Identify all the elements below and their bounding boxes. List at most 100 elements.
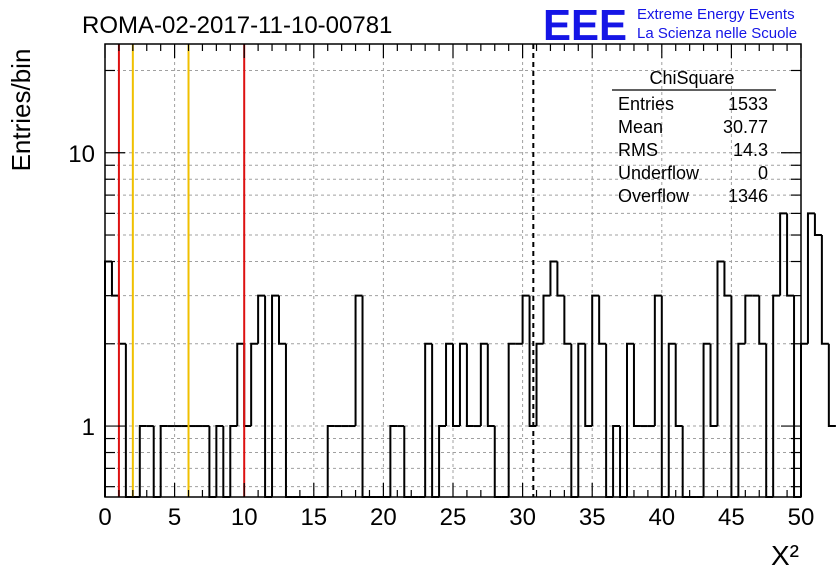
histogram-bin [632,343,641,428]
x-tick-label: 30 [509,504,536,531]
histogram-bin [117,295,126,345]
histogram-bin [521,294,530,344]
histogram-bin [229,425,238,497]
histogram-bin [813,213,822,237]
histogram-bin [215,425,224,497]
org-name-line2: La Scienza nelle Scuole [637,25,797,42]
histogram-bin [452,343,460,428]
x-axis-label: X² [771,540,799,571]
x-tick-label: 40 [648,504,675,531]
histogram-bin [354,294,363,427]
histogram-bin [806,212,815,344]
histogram-bin [786,213,795,297]
histogram-bin [458,342,467,427]
histogram-layer [104,212,836,498]
reference-lines-layer [117,44,535,497]
histogram-bin [507,342,516,497]
stats-row-label: Underflow [618,163,700,183]
histogram-bin [653,294,662,427]
histogram-bin [264,295,273,498]
histogram-bin [424,342,433,497]
x-tick-label: 20 [370,504,397,531]
x-tick-label: 45 [718,504,745,531]
histogram-bin [570,343,579,498]
histogram-bin [326,425,335,497]
org-name-line1: Extreme Energy Events [637,6,795,23]
stats-row-label: Mean [618,117,663,137]
stats-box: ChiSquare Entries 1533 Mean 30.77 RMS 14.3 Und… [612,68,776,206]
histogram-bin [104,260,112,497]
histogram-bin [257,294,266,344]
stats-row-value: 0 [758,163,768,183]
stats-row-value: 1533 [728,94,768,114]
histogram-bin [674,343,683,428]
stats-row-label: RMS [618,140,658,160]
histogram-bin [438,425,447,497]
histogram-bin [626,342,634,497]
histogram-bin [278,295,286,345]
histogram-bin [479,342,488,427]
eee-logo: EEE [543,1,627,50]
histogram-bin [820,235,829,345]
histogram-bin [549,260,558,296]
histogram-bin [744,294,753,344]
histogram-bin [110,261,119,297]
histogram-bin [737,342,746,497]
histogram-bin [389,425,398,497]
histogram-bin [598,295,607,345]
run-title: ROMA-02-2017-11-10-00781 [82,12,392,39]
histogram-bin [250,342,259,427]
histogram-bin [138,425,147,497]
x-tick-label: 5 [168,504,181,531]
histogram-bin [827,343,836,428]
x-tick-label: 0 [98,504,111,531]
y-tick-label: 10 [68,141,95,168]
histogram-bin [577,342,586,497]
y-axis-label: Entries/bin [6,49,36,172]
stats-row-label: Overflow [618,186,690,206]
stats-row-value: 30.77 [723,117,768,137]
histogram-bin [772,294,781,497]
histogram-bin [271,294,279,497]
histogram-bin [591,294,600,427]
histogram-bin [563,295,572,345]
histogram-bin [486,343,495,428]
histogram-bin [535,342,544,427]
x-tick-label: 15 [300,504,327,531]
histogram-bin [758,295,767,345]
histogram-bin [542,294,551,344]
histogram-bin [667,342,676,497]
histogram-bin [445,342,453,427]
histogram-bin [800,342,808,497]
histogram-bin [716,260,725,427]
histogram-bin [793,295,801,498]
histogram-bin [709,343,718,428]
histogram-bin [236,342,245,427]
x-tick-label: 25 [440,504,467,531]
x-tick-label: 50 [788,504,815,531]
axis-layer: 0 5 10 15 20 25 30 35 40 45 50 1 10 [68,43,815,531]
stats-row-value: 14.3 [733,140,768,160]
histogram-bin [612,425,621,497]
histogram-bin [730,295,739,498]
x-tick-label: 35 [579,504,606,531]
histogram-bin [465,343,474,428]
stats-row-value: 1346 [728,186,768,206]
histogram-bin [124,343,133,498]
stats-box-title: ChiSquare [649,68,734,88]
histogram-bin [361,295,370,498]
histogram-bin [779,212,788,296]
x-tick-label: 10 [231,504,258,531]
histogram-bin [723,261,732,297]
y-tick-label: 1 [82,414,95,441]
histogram-bin [284,343,293,498]
histogram-bin [702,342,711,497]
histogram-bin [765,343,774,498]
histogram-bin [660,295,669,498]
stats-row-label: Entries [618,94,674,114]
histogram-bin [605,343,614,498]
histogram-bin [243,343,252,428]
histogram-bin [431,343,440,498]
